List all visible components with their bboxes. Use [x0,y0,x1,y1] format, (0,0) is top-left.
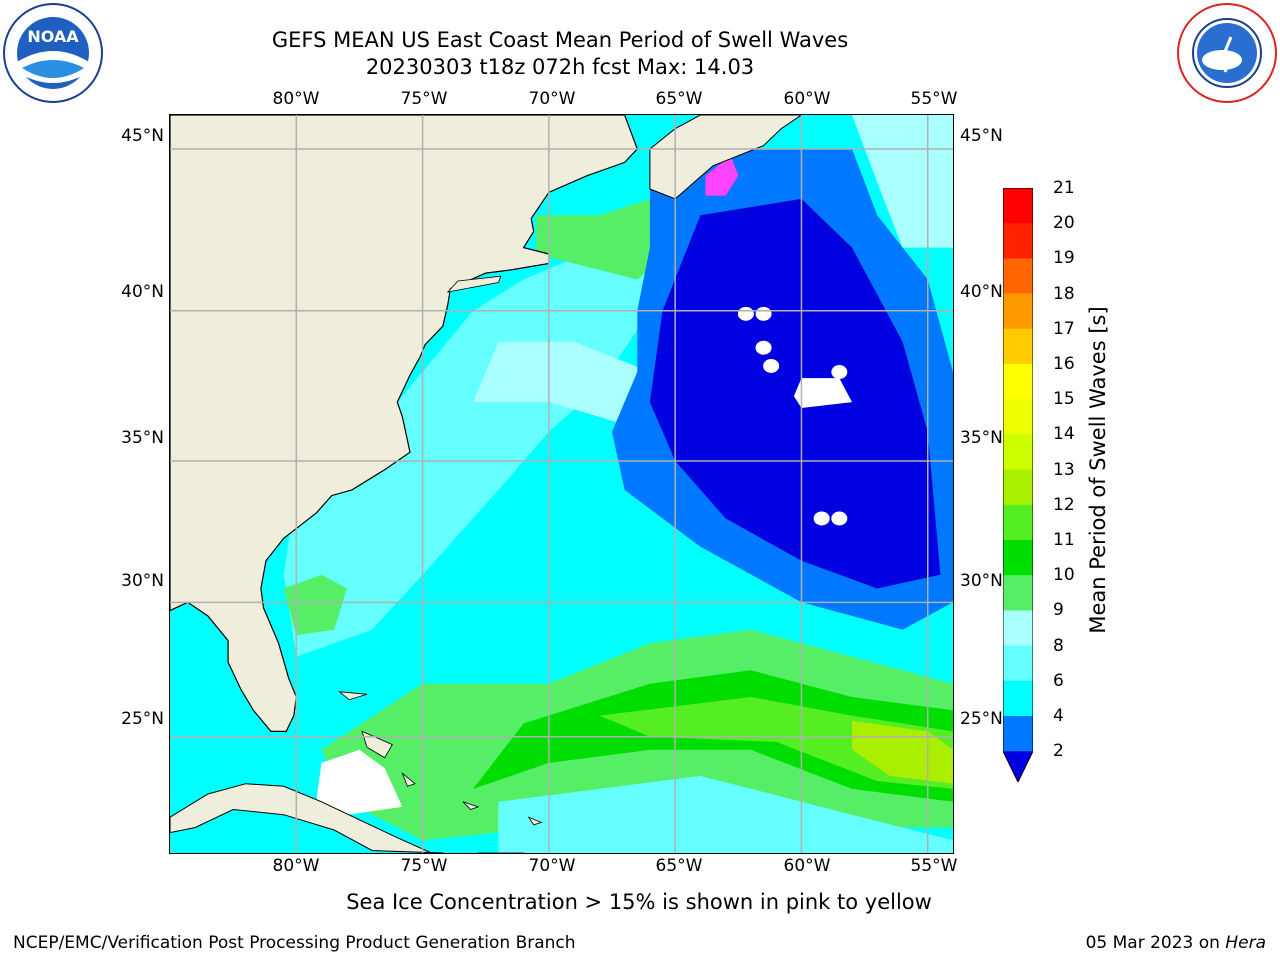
lon-tick-top-70w: 70°W [528,89,576,109]
chart-title-line2: 20230303 t18z 072h fcst Max: 14.03 [365,55,755,79]
colorbar-segment [1003,540,1033,576]
colorbar-tick-label: 4 [1053,706,1064,726]
colorbar-tick-label: 20 [1053,213,1075,234]
colorbar-tick-label: 2 [1053,741,1064,762]
lon-tick-bottom-60w: 60°W [783,856,831,876]
nws-logo [1176,2,1278,104]
lon-tick-top-55w: 55°W [910,89,958,109]
colorbar-tick-label: 21 [1053,178,1075,198]
colorbar-segment [1003,469,1033,506]
land-nova-scotia [649,115,803,200]
lon-tick-top-75w: 75°W [400,89,448,109]
map-svg [170,115,953,853]
colorbar-outline [1002,187,1034,784]
colorbar-tick-label: 9 [1053,600,1064,621]
lat-tick-right-35n: 35°N [960,428,1003,448]
sea-ice-pink [705,155,739,196]
land-bahamas-island [462,801,480,810]
noaa-logo: NOAA [2,2,104,104]
chart-title-line1: GEFS MEAN US East Coast Mean Period of S… [271,28,849,52]
footer-left: NCEP/EMC/Verification Post Processing Pr… [13,933,576,953]
swell-field-ga-bight [283,574,347,636]
colorbar-tick-label: 14 [1053,424,1075,445]
footer-right: 05 Mar 2023 on Hera [1086,933,1266,953]
no-data-patch [755,306,772,321]
colorbar [1002,187,1034,784]
swell-field-9s [473,341,650,432]
no-data-patch [813,511,830,526]
colorbar-tick-label: 17 [1053,318,1075,339]
land-bahamas-island [337,691,368,701]
no-data-patch [737,306,754,321]
colorbar-segment [1003,258,1033,295]
colorbar-segment [1003,328,1033,365]
lon-tick-bottom-80w: 80°W [272,856,320,876]
colorbar-segment [1003,575,1033,611]
colorbar-extend-triangle [1003,751,1033,782]
land-long-island [446,275,502,293]
colorbar-segment [1003,188,1033,224]
colorbar-tick-label: 8 [1053,635,1064,656]
colorbar-tick-label: 10 [1053,565,1075,586]
lon-tick-bottom-75w: 75°W [400,856,448,876]
footer-date: 05 Mar 2023 on [1085,933,1226,953]
colorbar-segment [1003,364,1033,400]
lon-tick-bottom-70w: 70°W [528,856,576,876]
lon-tick-top-80w: 80°W [272,89,320,109]
no-data-patch [831,511,848,526]
no-data-patch-large [793,378,852,408]
lat-tick-right-30n: 30°N [960,571,1003,591]
colorbar-segment [1003,680,1033,717]
colorbar-segment [1003,645,1033,682]
lat-tick-left-35n: 35°N [121,428,164,448]
lat-tick-left-30n: 30°N [121,571,164,591]
lat-tick-left-40n: 40°N [121,282,164,302]
lon-tick-bottom-55w: 55°W [910,856,958,876]
no-data-patch [831,365,848,380]
land-bahamas-island [527,816,543,826]
land-bahamas-island [401,772,416,787]
swell-field-south-8s [498,775,953,853]
lon-tick-top-60w: 60°W [783,89,831,109]
colorbar-segment [1003,716,1033,752]
noaa-logo-text: NOAA [27,27,79,46]
colorbar-tick-label: 19 [1053,248,1075,269]
lat-tick-left-25n: 25°N [121,709,164,729]
no-data-patch [755,340,772,355]
swell-field-12s [599,697,953,789]
colorbar-segment [1003,293,1033,330]
lat-tick-left-45n: 45°N [121,126,164,146]
lat-tick-right-45n: 45°N [960,126,1003,146]
colorbar-tick-label: 18 [1053,283,1075,304]
colorbar-title: Mean Period of Swell Waves [s] [1086,306,1110,634]
colorbar-tick-label: 6 [1053,670,1064,691]
lon-tick-top-65w: 65°W [655,89,703,109]
lat-tick-right-40n: 40°N [960,282,1003,302]
colorbar-segment [1003,434,1033,471]
colorbar-segment [1003,223,1033,259]
colorbar-segment [1003,610,1033,647]
no-data-patch [763,358,780,373]
colorbar-segment [1003,399,1033,435]
sea-ice-note: Sea Ice Concentration > 15% is shown in … [346,890,932,914]
footer-machine: Hera [1225,933,1266,953]
swell-field-gulf-maine [536,198,676,280]
land-bahamas-island [361,730,393,759]
lon-tick-bottom-65w: 65°W [655,856,703,876]
no-data-bahamas [316,749,403,815]
land-cuba [170,783,444,853]
colorbar-segment [1003,504,1033,541]
colorbar-tick-label: 16 [1053,354,1075,374]
colorbar-tick-label: 15 [1053,389,1075,410]
colorbar-tick-label: 12 [1053,494,1075,515]
colorbar-tick-label: 11 [1053,530,1075,550]
lat-tick-right-25n: 25°N [960,709,1003,729]
map-panel [169,114,954,854]
colorbar-tick-label: 13 [1053,459,1075,480]
